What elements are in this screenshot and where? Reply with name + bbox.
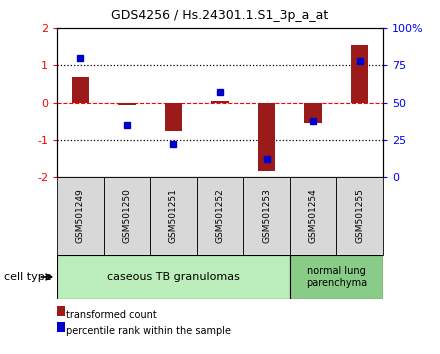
Bar xyxy=(336,177,383,255)
Text: GSM501249: GSM501249 xyxy=(76,189,85,243)
Text: transformed count: transformed count xyxy=(66,310,157,320)
Text: percentile rank within the sample: percentile rank within the sample xyxy=(66,326,231,336)
Bar xyxy=(290,177,336,255)
Text: GDS4256 / Hs.24301.1.S1_3p_a_at: GDS4256 / Hs.24301.1.S1_3p_a_at xyxy=(111,9,329,22)
Bar xyxy=(211,101,229,103)
Bar xyxy=(57,177,104,255)
Text: caseous TB granulomas: caseous TB granulomas xyxy=(107,272,240,282)
Bar xyxy=(72,77,89,103)
Text: GSM501253: GSM501253 xyxy=(262,188,271,244)
Bar xyxy=(304,103,322,123)
Text: GSM501250: GSM501250 xyxy=(122,188,132,244)
Bar xyxy=(258,103,275,171)
Bar xyxy=(150,177,197,255)
Text: normal lung
parenchyma: normal lung parenchyma xyxy=(306,266,367,288)
Bar xyxy=(290,255,383,299)
Bar xyxy=(118,103,136,104)
Bar xyxy=(165,103,182,131)
Text: GSM501252: GSM501252 xyxy=(216,189,224,243)
Text: GSM501255: GSM501255 xyxy=(355,188,364,244)
Bar xyxy=(57,255,290,299)
Bar xyxy=(104,177,150,255)
Bar xyxy=(243,177,290,255)
Text: GSM501254: GSM501254 xyxy=(308,189,318,243)
Bar xyxy=(351,45,368,103)
Bar xyxy=(197,177,243,255)
Text: cell type: cell type xyxy=(4,272,52,282)
Text: GSM501251: GSM501251 xyxy=(169,188,178,244)
